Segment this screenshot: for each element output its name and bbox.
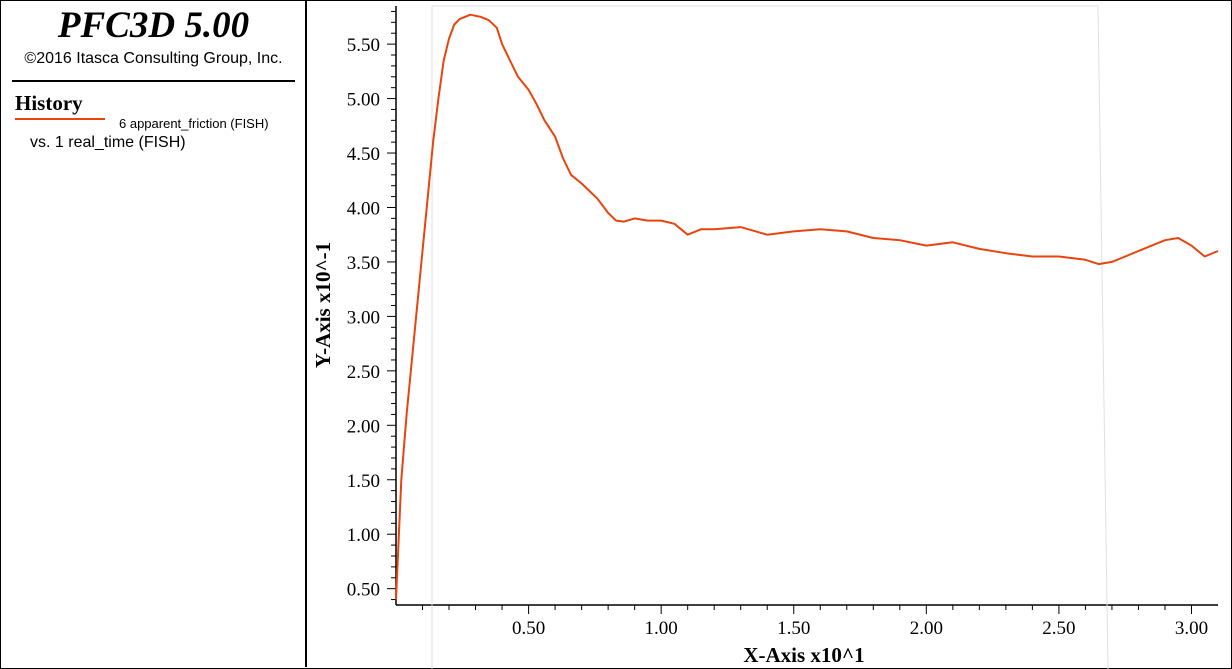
x-tick-label: 1.50	[777, 618, 810, 639]
title-divider	[12, 80, 295, 82]
y-tick-label: 5.50	[347, 35, 380, 56]
y-tick-label: 1.50	[347, 471, 380, 492]
y-tick-label: 3.50	[347, 253, 380, 274]
x-tick-label: 2.50	[1042, 618, 1075, 639]
y-tick-label: 0.50	[347, 580, 380, 601]
series-line	[395, 13, 1219, 600]
frame-guide-right	[1097, 5, 1109, 669]
legend-vs-label: vs. 1 real_time (FISH)	[30, 134, 186, 151]
x-tick-label: 1.00	[645, 618, 678, 639]
y-tick-label: 4.00	[347, 198, 380, 219]
app-title: PFC3D 5.00	[57, 5, 250, 46]
y-tick-label: 3.00	[347, 307, 380, 328]
chart-plot: 0.50 1.00 1.50 2.00 2.50 3.00 0.50 1.00 1.50 2.00…	[311, 5, 1219, 669]
y-axis-title: Y-Axis x10^-1	[311, 242, 335, 368]
y-tick-label: 4.50	[347, 144, 380, 165]
history-section-title: History	[15, 91, 83, 115]
x-tick-label: 2.00	[910, 618, 943, 639]
legend-series-label: 6 apparent_friction (FISH)	[119, 116, 269, 131]
y-tick-label: 1.00	[347, 525, 380, 546]
legend-panel: PFC3D 5.00 ©2016 Itasca Consulting Group…	[0, 0, 307, 667]
x-tick-label: 3.00	[1175, 618, 1208, 639]
copyright-text: ©2016 Itasca Consulting Group, Inc.	[24, 50, 283, 67]
chart-series	[395, 13, 1219, 600]
y-tick-label: 2.00	[347, 416, 380, 437]
x-axis-title: X-Axis x10^1	[743, 643, 864, 667]
chart-ticks: 0.50 1.00 1.50 2.00 2.50 3.00 0.50 1.00 1.50 2.00…	[347, 10, 1208, 639]
legend-line-swatch	[15, 118, 105, 120]
y-tick-label: 2.50	[347, 362, 380, 383]
x-tick-label: 0.50	[512, 618, 545, 639]
chart-axes	[395, 5, 1218, 669]
y-tick-label: 5.00	[347, 90, 380, 111]
